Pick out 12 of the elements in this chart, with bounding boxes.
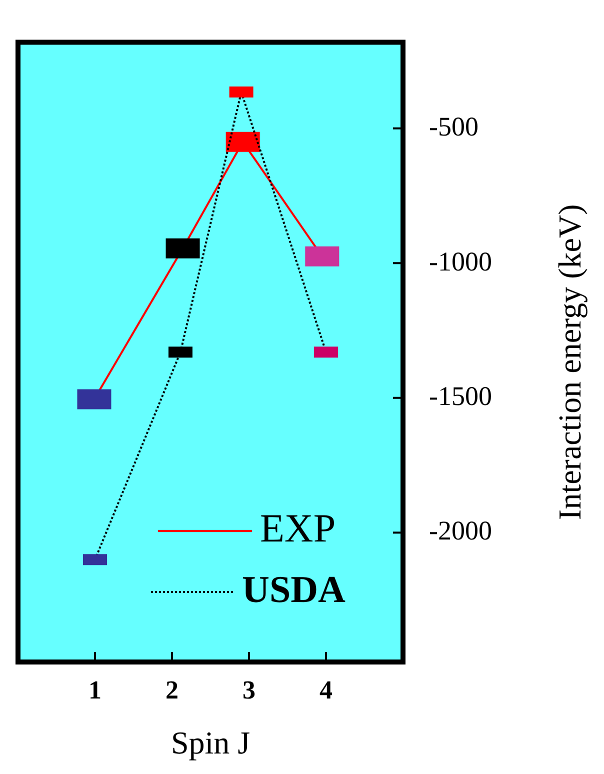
x-axis-title: Spin J <box>170 724 250 760</box>
x-tick-label: 2 <box>166 675 178 704</box>
x-tick-label: 3 <box>242 675 256 704</box>
x-tick-label: 1 <box>88 675 102 704</box>
y-tick-label: -1000 <box>429 246 492 276</box>
x-tick-label: 4 <box>320 675 332 704</box>
y-axis-title: Interaction energy (keV) <box>551 204 588 520</box>
legend-label: USDA <box>242 568 346 611</box>
y-tick-label: -500 <box>429 112 478 142</box>
y-tick-label: -1500 <box>429 381 492 412</box>
legend-label: EXP <box>260 506 336 550</box>
y-tick-label: -2000 <box>429 516 492 546</box>
